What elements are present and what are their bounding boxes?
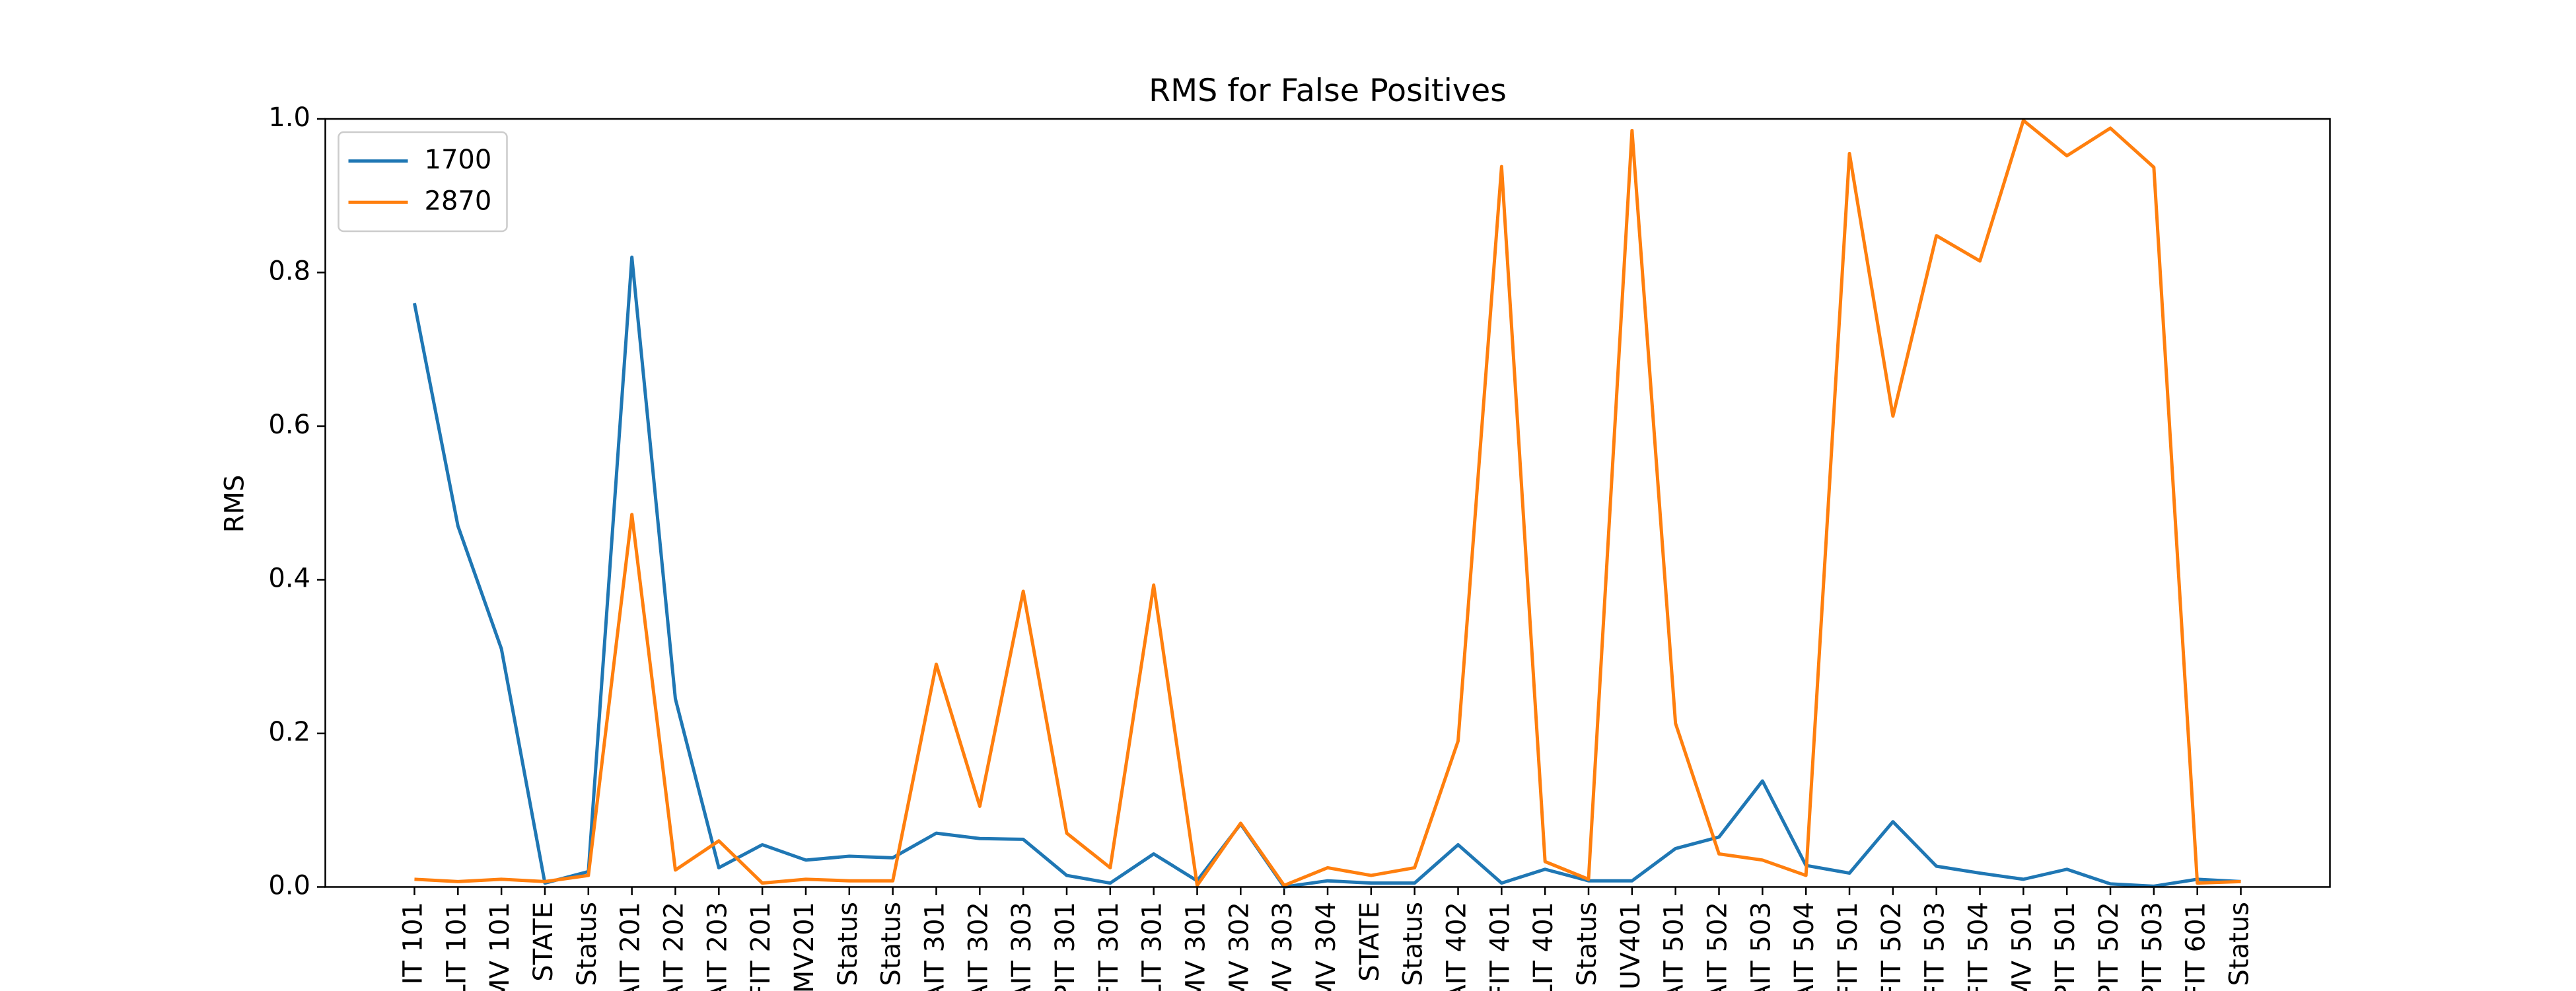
x-tick-label: AIT 203: [702, 902, 733, 991]
x-tick-label: FIT 504: [1964, 902, 1994, 991]
x-tick-label: MV201: [789, 902, 820, 991]
x-tick-label: FIT 301: [1094, 902, 1124, 991]
legend-box: [338, 131, 508, 233]
x-tick-label: AIT 402: [1442, 902, 1472, 991]
x-tick-label: AIT 504: [1789, 902, 1820, 991]
y-axis-label: RMS: [220, 475, 250, 533]
x-tick-label: FIT 201: [746, 902, 776, 991]
x-tick-label: PIT 301: [1050, 902, 1081, 991]
x-tick-label: FIT 401: [1485, 902, 1515, 991]
x-tick-label: AIT 301: [919, 902, 950, 991]
y-tick-label: 0.8: [268, 256, 310, 287]
x-tick-label: FIT 502: [1877, 902, 1907, 991]
x-tick-label: PIT 503: [2137, 902, 2168, 991]
x-tick-label: Status: [1572, 902, 1602, 986]
x-tick-label: AIT 503: [1746, 902, 1776, 991]
x-tick-label: UV401: [1616, 902, 1646, 990]
y-tick-label: 1.0: [268, 102, 310, 133]
x-tick-label: Status: [877, 902, 907, 986]
x-tick-label: Status: [833, 902, 863, 986]
x-tick-label: Status: [2225, 902, 2255, 986]
y-tick-label: 0.4: [268, 564, 310, 594]
x-tick-label: LIT 401: [1528, 902, 1559, 991]
x-tick-label: MV 501: [2007, 902, 2037, 991]
x-tick-label: LIT 101: [441, 902, 472, 991]
x-tick-label: Status: [1398, 902, 1429, 986]
x-tick-label: AIT 302: [963, 902, 993, 991]
x-tick-label: AIT 303: [1007, 902, 1037, 991]
y-tick-label: 0.6: [268, 410, 310, 440]
x-tick-label: PIT 502: [2094, 902, 2124, 991]
data-line: [412, 255, 2241, 889]
plot: 0.0 0.2 0.4 0.6 0.8 1.0 IT 101 LIT 101 MV 101 STA…: [268, 102, 2331, 991]
legend-label: 1700: [425, 145, 492, 175]
x-tick-label: MV 303: [1268, 902, 1298, 991]
x-tick-label: PIT 501: [2050, 902, 2081, 991]
x-tick-label: Status: [572, 902, 602, 986]
x-tick-label: LIT 301: [1137, 902, 1168, 991]
y-tick-label: 0.2: [268, 717, 310, 747]
data-line: [414, 118, 2241, 887]
chart-title: RMS for False Positives: [1149, 73, 1507, 109]
x-tick-label: FIT 501: [1833, 902, 1863, 991]
x-tick-label: AIT 201: [616, 902, 646, 991]
x-tick-label: STATE: [1355, 902, 1385, 982]
x-tick-label: AIT 501: [1659, 902, 1690, 991]
x-tick-label: MV 101: [485, 902, 515, 991]
x-tick-label: AIT 502: [1703, 902, 1733, 991]
x-tick-label: AIT 202: [659, 902, 689, 991]
x-tick-label: STATE: [528, 902, 559, 982]
y-tick-label: 0.0: [268, 871, 310, 901]
x-tick-label: FIT 601: [2181, 902, 2211, 991]
x-tick-label: MV 304: [1311, 902, 1342, 991]
legend-label: 2870: [425, 186, 492, 216]
axes-frame: [324, 118, 2331, 888]
x-tick-label: IT 101: [398, 902, 428, 984]
x-tick-label: MV 301: [1180, 902, 1211, 991]
x-tick-label: MV 302: [1224, 902, 1254, 991]
x-tick-label: FIT 503: [1920, 902, 1950, 991]
